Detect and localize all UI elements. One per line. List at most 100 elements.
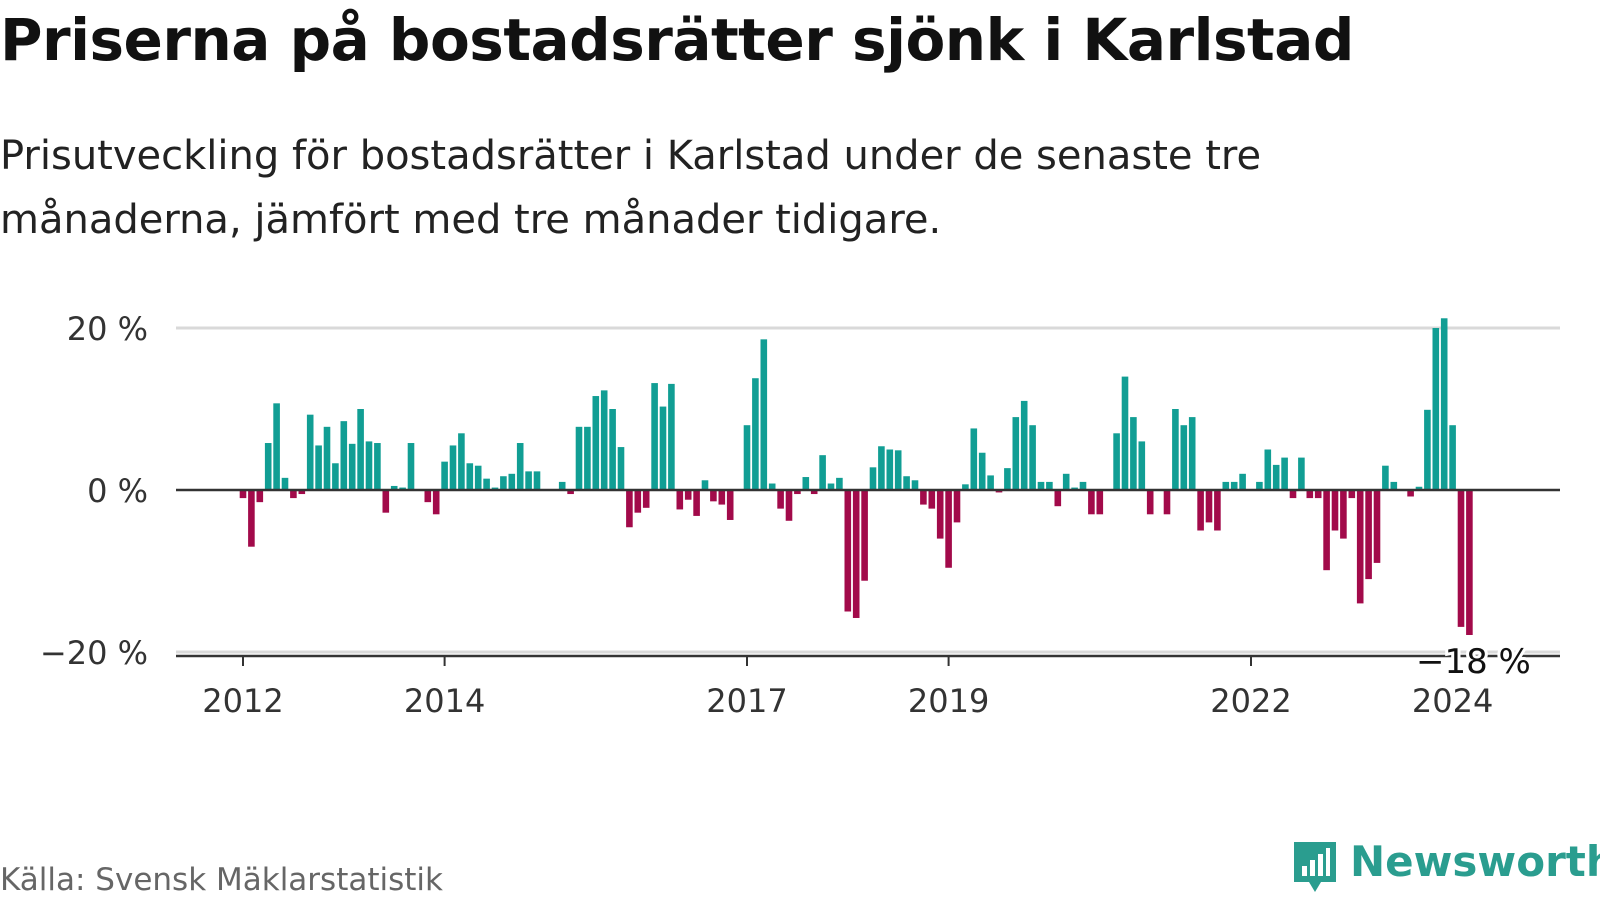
bar [903,476,910,490]
bar [1356,490,1364,604]
bar [1298,457,1305,490]
bar [1138,441,1146,490]
bar [642,490,650,508]
bar [1331,490,1339,531]
bar [718,490,726,505]
bar [1054,490,1062,507]
bar [449,445,457,490]
bar [323,426,331,490]
bar [1130,417,1137,490]
bar [516,443,524,490]
bar [374,443,381,490]
bar [794,490,801,495]
bar [281,477,289,490]
bar [1382,465,1389,490]
bar [1096,490,1104,515]
axis-labels: 20 % 0 % −20 % 2012 2014 2017 2019 2022 2024−18 … [40,310,1534,720]
bar [1340,490,1347,539]
bar [810,490,818,495]
bar [1188,417,1196,490]
bar [886,449,894,490]
bar [861,490,868,581]
bar [1289,490,1297,499]
bar [1415,486,1423,490]
bar [651,383,658,490]
bar [1214,490,1221,531]
bar [458,433,465,490]
bar [533,471,541,490]
bar [1205,490,1213,523]
bar [1239,473,1246,490]
x-tick-label: 2022 [1210,682,1291,720]
bar [382,490,390,513]
bar [1466,490,1473,635]
annotation-label: −18 % [1416,642,1531,682]
bar [1020,400,1028,490]
bar [466,463,474,490]
x-tick-label: 2024 [1412,682,1493,720]
bar [432,490,440,515]
bar [273,403,280,490]
bar [802,477,810,490]
bar [920,490,927,505]
bar [987,475,994,490]
bar-series [239,318,1473,635]
bar [256,490,264,503]
bar [659,406,667,490]
bar [1146,490,1154,515]
bar [600,390,608,490]
bar [474,465,482,490]
bar [743,425,751,490]
bar [1457,490,1465,627]
bar [1348,490,1356,499]
newsworthy-brand: Newsworthy [1350,837,1600,886]
bar [1407,490,1414,497]
bar [1230,481,1238,490]
bar [357,409,364,490]
y-tick-label: −20 % [40,634,148,672]
bar [332,463,339,490]
bar [1390,481,1398,490]
bar [928,490,936,509]
bar [1088,490,1095,515]
bar [684,490,692,500]
bar [441,461,448,490]
bar [1256,481,1263,490]
bar [584,426,591,490]
bar [1197,490,1204,531]
bar [1440,318,1448,490]
bar [1314,490,1322,499]
bar [701,480,709,490]
bar [1424,409,1431,490]
bar [306,414,314,490]
bar [1046,481,1053,490]
bar [827,483,835,490]
bar [575,426,583,490]
bar [248,490,255,547]
bar [592,396,600,490]
x-tick-label: 2012 [202,682,283,720]
source-note: Källa: Svensk Mäklarstatistik [0,862,443,898]
bar [239,490,247,499]
bar [264,443,272,490]
bar [878,446,885,490]
bar [852,490,860,618]
bar [970,428,978,490]
bar [483,478,490,490]
bar [525,471,532,490]
bar [1180,425,1188,490]
bar-chart: 20 % 0 % −20 % 2012 2014 2017 2019 2022 2024−18 … [40,310,1560,720]
bar [894,450,902,490]
grid-lines [176,326,1560,654]
bar [1449,425,1456,490]
bar [567,490,574,495]
bar [1264,449,1272,490]
bar [1172,409,1179,490]
page-title: Priserna på bostadsrätter sjönk i Karlst… [0,6,1354,74]
bar [962,484,969,490]
x-tick-label: 2017 [706,682,787,720]
bar [1062,473,1070,490]
page-subtitle: Prisutveckling för bostadsrätter i Karls… [0,133,1262,243]
bar [617,447,625,490]
bar [558,481,566,490]
